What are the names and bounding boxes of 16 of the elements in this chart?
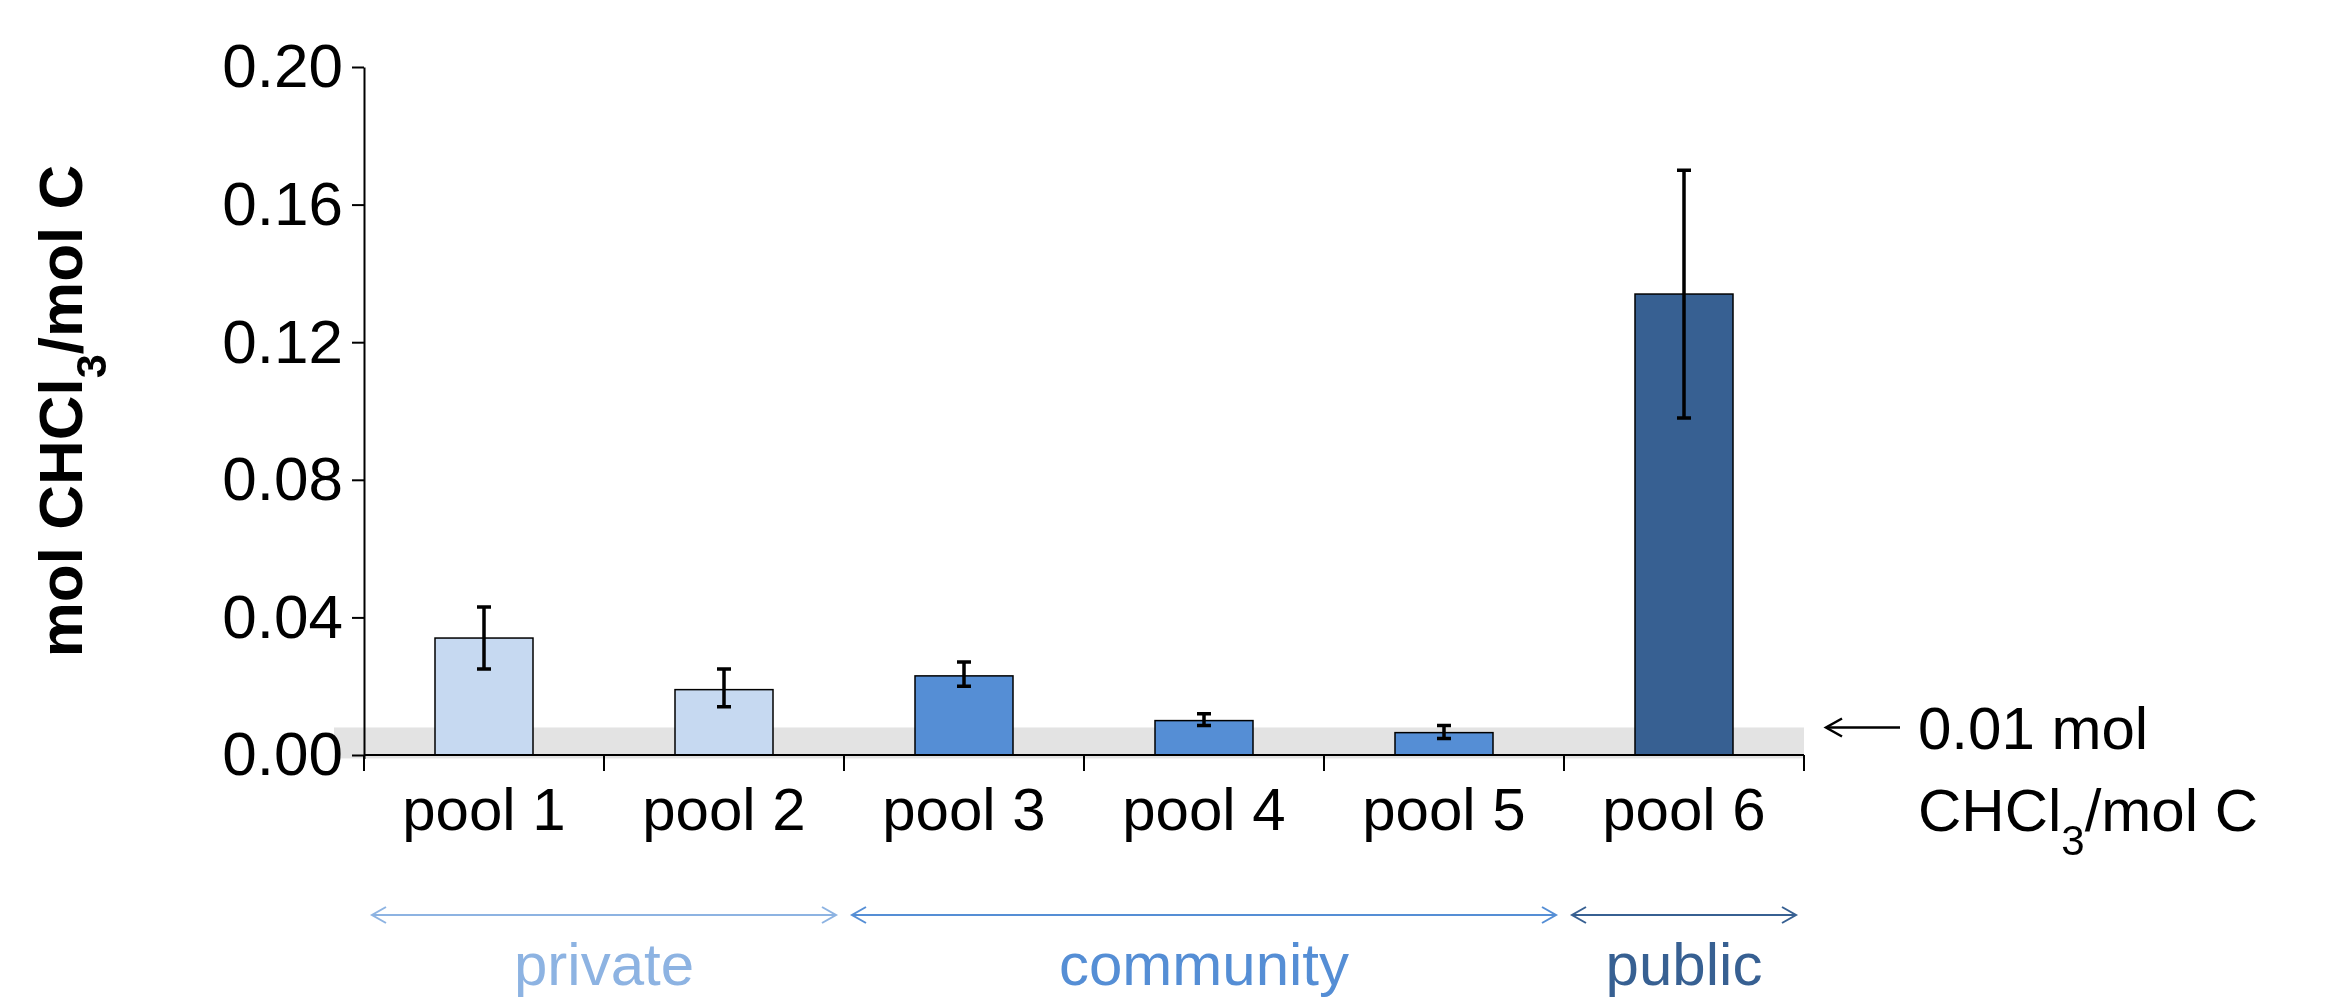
band-label: 0.01 mol CHCl$_{3}$/mol C <box>1918 695 2259 864</box>
x-tick-label: pool 2 <box>642 776 806 843</box>
x-tick-label: pool 5 <box>1362 776 1526 843</box>
text: private <box>513 931 695 998</box>
y-tick-label: 0.08 <box>222 444 343 514</box>
y-tick-label: 0.04 <box>222 581 343 651</box>
y-tick-label: 0.20 <box>222 31 343 101</box>
y-tick-label: 0.16 <box>222 168 343 238</box>
text: community <box>1058 931 1350 998</box>
x-tick-label: pool 3 <box>882 776 1046 843</box>
x-tick-label: pool 1 <box>402 776 566 843</box>
x-tick-label: pool 4 <box>1122 776 1286 843</box>
y-tick-label: 0.12 <box>222 306 343 376</box>
y-tick-label: 0.00 <box>222 719 343 789</box>
x-tick-label: pool 6 <box>1602 776 1766 843</box>
text: public <box>1605 931 1763 998</box>
